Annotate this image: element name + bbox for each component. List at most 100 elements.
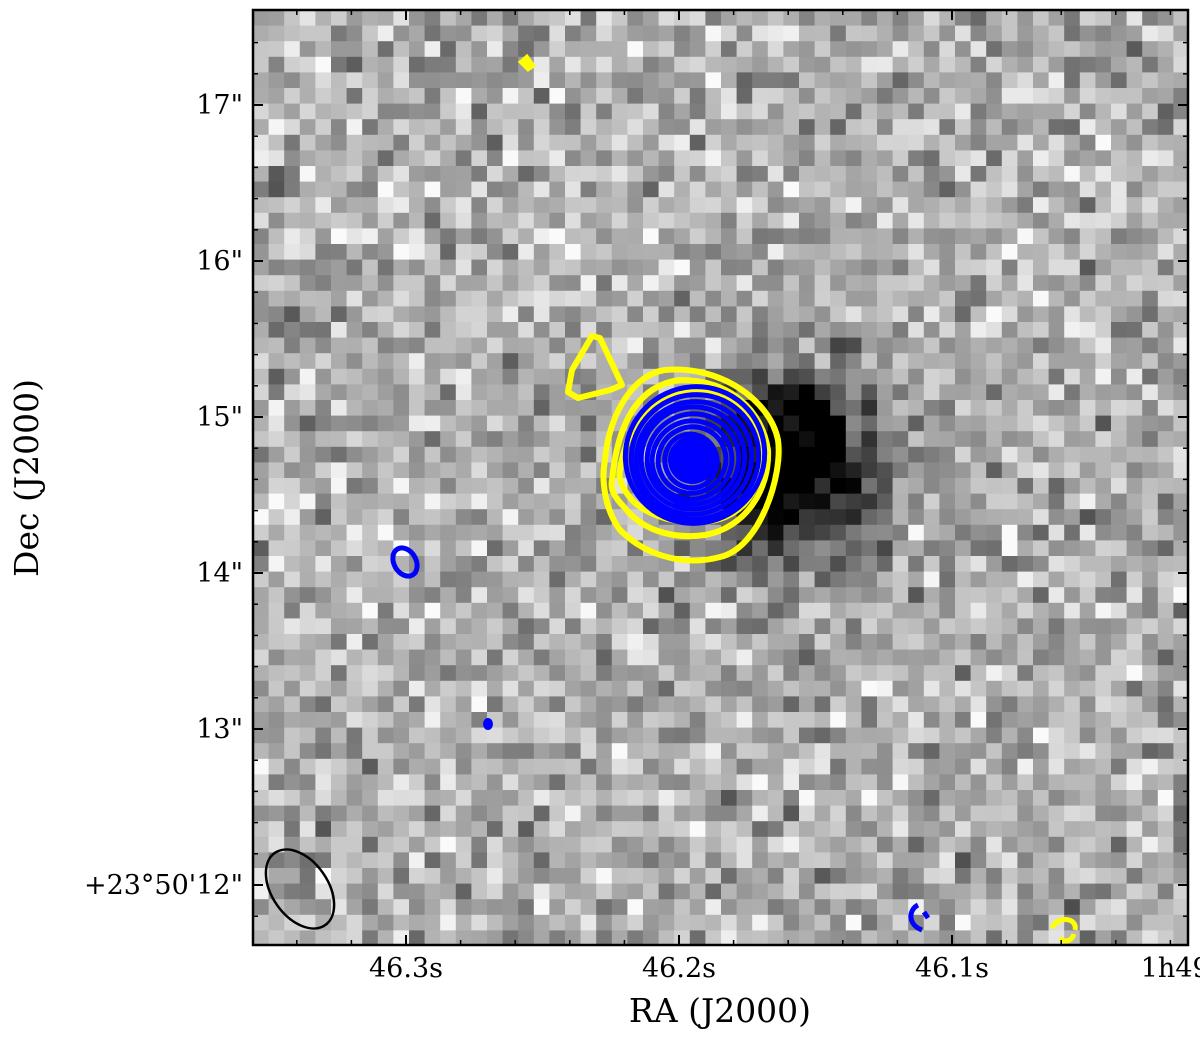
image-pixel <box>767 25 784 42</box>
image-pixel <box>471 524 488 541</box>
image-pixel <box>643 836 660 853</box>
image-pixel <box>471 540 488 557</box>
image-pixel <box>970 821 987 838</box>
image-pixel <box>955 790 972 807</box>
image-pixel <box>377 618 394 635</box>
image-pixel <box>705 244 722 261</box>
image-pixel <box>1001 10 1018 27</box>
image-pixel <box>689 119 706 136</box>
image-pixel <box>518 540 535 557</box>
image-pixel <box>767 618 784 635</box>
image-pixel <box>674 790 691 807</box>
image-pixel <box>627 743 644 760</box>
image-pixel <box>1017 10 1034 27</box>
image-pixel <box>1157 774 1174 791</box>
image-pixel <box>1126 166 1143 183</box>
image-pixel <box>877 103 894 120</box>
image-pixel <box>845 571 862 588</box>
image-pixel <box>1033 852 1050 869</box>
image-pixel <box>674 649 691 666</box>
image-pixel <box>409 88 426 105</box>
image-pixel <box>1111 368 1128 385</box>
image-pixel <box>346 587 363 604</box>
image-pixel <box>955 618 972 635</box>
image-pixel <box>939 181 956 198</box>
image-pixel <box>315 821 332 838</box>
image-pixel <box>377 821 394 838</box>
image-pixel <box>409 696 426 713</box>
image-pixel <box>674 166 691 183</box>
image-pixel <box>674 899 691 916</box>
image-pixel <box>268 212 285 229</box>
image-pixel <box>736 634 753 651</box>
image-pixel <box>1095 72 1112 89</box>
image-pixel <box>752 150 769 167</box>
image-pixel <box>970 368 987 385</box>
image-pixel <box>970 883 987 900</box>
image-pixel <box>1142 415 1159 432</box>
image-pixel <box>362 774 379 791</box>
image-pixel <box>393 290 410 307</box>
image-pixel <box>970 680 987 697</box>
image-pixel <box>955 524 972 541</box>
image-pixel <box>783 556 800 573</box>
image-pixel <box>721 88 738 105</box>
image-pixel <box>705 727 722 744</box>
image-pixel <box>1079 72 1096 89</box>
image-pixel <box>268 134 285 151</box>
image-pixel <box>502 587 519 604</box>
image-pixel <box>362 384 379 401</box>
image-pixel <box>939 727 956 744</box>
y-tick-label: +23°50'12" <box>84 870 243 901</box>
image-pixel <box>1142 665 1159 682</box>
image-pixel <box>1064 805 1081 822</box>
image-pixel <box>783 72 800 89</box>
image-pixel <box>986 353 1003 370</box>
image-pixel <box>923 41 940 58</box>
image-pixel <box>533 618 550 635</box>
image-pixel <box>923 727 940 744</box>
image-pixel <box>861 524 878 541</box>
image-pixel <box>908 493 925 510</box>
image-pixel <box>611 275 628 292</box>
image-pixel <box>1048 415 1065 432</box>
image-pixel <box>253 852 270 869</box>
image-pixel <box>1126 524 1143 541</box>
image-pixel <box>1111 166 1128 183</box>
image-pixel <box>1017 836 1034 853</box>
image-pixel <box>471 134 488 151</box>
image-pixel <box>1095 556 1112 573</box>
image-pixel <box>814 758 831 775</box>
image-pixel <box>658 634 675 651</box>
image-pixel <box>611 899 628 916</box>
image-pixel <box>705 821 722 838</box>
image-pixel <box>923 680 940 697</box>
plot-frame <box>251 8 1190 947</box>
image-pixel <box>1173 836 1188 853</box>
image-pixel <box>331 883 348 900</box>
image-pixel <box>627 571 644 588</box>
image-pixel <box>970 56 987 73</box>
image-pixel <box>346 275 363 292</box>
image-pixel <box>502 758 519 775</box>
image-pixel <box>440 712 457 729</box>
image-pixel <box>1064 852 1081 869</box>
image-pixel <box>783 166 800 183</box>
image-pixel <box>393 446 410 463</box>
image-pixel <box>362 883 379 900</box>
image-pixel <box>315 431 332 448</box>
image-pixel <box>845 868 862 885</box>
image-pixel <box>455 727 472 744</box>
image-pixel <box>409 337 426 354</box>
image-pixel <box>299 618 316 635</box>
x-tick-label: 46.2s <box>642 953 716 984</box>
image-pixel <box>736 197 753 214</box>
image-pixel <box>721 587 738 604</box>
image-pixel <box>377 665 394 682</box>
image-pixel <box>440 134 457 151</box>
image-pixel <box>1111 306 1128 323</box>
image-pixel <box>315 197 332 214</box>
image-pixel <box>268 228 285 245</box>
image-pixel <box>1048 571 1065 588</box>
image-pixel <box>955 509 972 526</box>
